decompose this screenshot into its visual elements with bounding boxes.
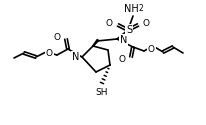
Text: O: O [147,44,154,54]
Text: SH: SH [95,88,108,97]
Text: S: S [125,25,131,35]
Text: 2: 2 [138,4,143,13]
Text: O: O [105,18,112,28]
Text: O: O [54,32,61,42]
Polygon shape [92,39,98,46]
Text: O: O [118,54,125,64]
Text: O: O [142,18,149,28]
Text: N: N [71,52,79,62]
Text: O: O [46,48,53,58]
Text: NH: NH [123,4,138,14]
Text: N: N [119,35,127,45]
